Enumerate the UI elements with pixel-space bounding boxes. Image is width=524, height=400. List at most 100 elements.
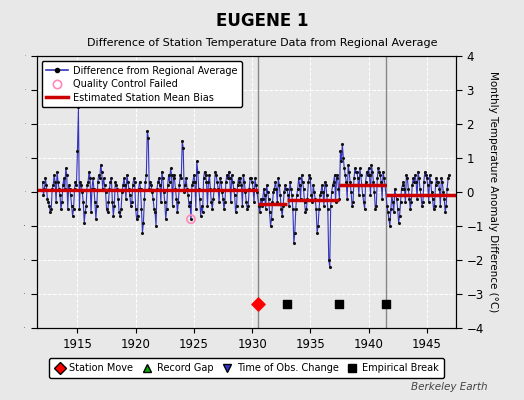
Point — [244, 202, 253, 209]
Point — [139, 219, 148, 226]
Point — [162, 206, 171, 212]
Point — [260, 192, 269, 198]
Point — [55, 185, 63, 192]
Point — [308, 199, 316, 205]
Point — [38, 178, 47, 185]
Point — [285, 202, 293, 209]
Point — [84, 178, 92, 185]
Point — [357, 172, 365, 178]
Point — [114, 196, 123, 202]
Point — [284, 192, 292, 198]
Point — [377, 178, 385, 185]
Point — [368, 168, 377, 175]
Point — [172, 196, 181, 202]
Point — [122, 196, 130, 202]
Point — [433, 178, 442, 185]
Point — [358, 192, 367, 198]
Point — [298, 178, 307, 185]
Point — [338, 141, 346, 148]
Text: EUGENE 1: EUGENE 1 — [216, 12, 308, 30]
Point — [117, 206, 125, 212]
Point — [440, 196, 449, 202]
Point — [272, 185, 280, 192]
Point — [398, 182, 407, 188]
Point — [248, 178, 256, 185]
Point — [199, 209, 207, 216]
Point — [423, 182, 432, 188]
Point — [350, 175, 358, 182]
Point — [410, 178, 418, 185]
Point — [232, 209, 240, 216]
Point — [431, 182, 440, 188]
Point — [110, 202, 118, 209]
Point — [133, 216, 141, 222]
Point — [372, 202, 380, 209]
Point — [200, 168, 209, 175]
Point — [258, 196, 267, 202]
Point — [266, 223, 275, 229]
Point — [270, 185, 279, 192]
Point — [403, 175, 411, 182]
Point — [59, 182, 67, 188]
Point — [57, 206, 65, 212]
Point — [165, 172, 173, 178]
Point — [346, 178, 354, 185]
Point — [400, 185, 409, 192]
Point — [101, 182, 109, 188]
Point — [103, 209, 112, 216]
Point — [233, 182, 242, 188]
Point — [301, 209, 310, 216]
Point — [366, 192, 375, 198]
Point — [147, 182, 156, 188]
Point — [291, 206, 300, 212]
Point — [349, 199, 357, 205]
Point — [432, 175, 441, 182]
Point — [158, 168, 166, 175]
Point — [419, 199, 427, 205]
Point — [74, 104, 83, 110]
Point — [145, 185, 154, 192]
Point — [408, 182, 417, 188]
Point — [441, 209, 450, 216]
Point — [362, 178, 370, 185]
Point — [50, 172, 58, 178]
Point — [268, 199, 277, 205]
Point — [411, 172, 419, 178]
Point — [136, 185, 145, 192]
Point — [220, 206, 228, 212]
Point — [193, 158, 201, 165]
Point — [78, 189, 86, 195]
Point — [76, 178, 84, 185]
Point — [148, 189, 156, 195]
Point — [123, 172, 131, 178]
Point — [332, 175, 341, 182]
Point — [336, 148, 345, 154]
Point — [306, 175, 314, 182]
Point — [177, 175, 185, 182]
Point — [335, 301, 344, 307]
Point — [279, 202, 287, 209]
Point — [183, 185, 191, 192]
Point — [198, 202, 206, 209]
Point — [115, 209, 123, 216]
Point — [265, 196, 273, 202]
Point — [66, 185, 74, 192]
Point — [132, 206, 140, 212]
Point — [335, 196, 344, 202]
Point — [58, 199, 66, 205]
Point — [187, 216, 195, 222]
Point — [124, 178, 132, 185]
Point — [52, 199, 60, 205]
Point — [250, 199, 258, 205]
Point — [286, 178, 294, 185]
Point — [287, 185, 295, 192]
Point — [119, 182, 127, 188]
Point — [275, 182, 283, 188]
Point — [339, 155, 347, 161]
Point — [216, 175, 224, 182]
Point — [333, 172, 342, 178]
Point — [149, 196, 157, 202]
Point — [394, 206, 402, 212]
Point — [47, 206, 56, 212]
Point — [226, 175, 234, 182]
